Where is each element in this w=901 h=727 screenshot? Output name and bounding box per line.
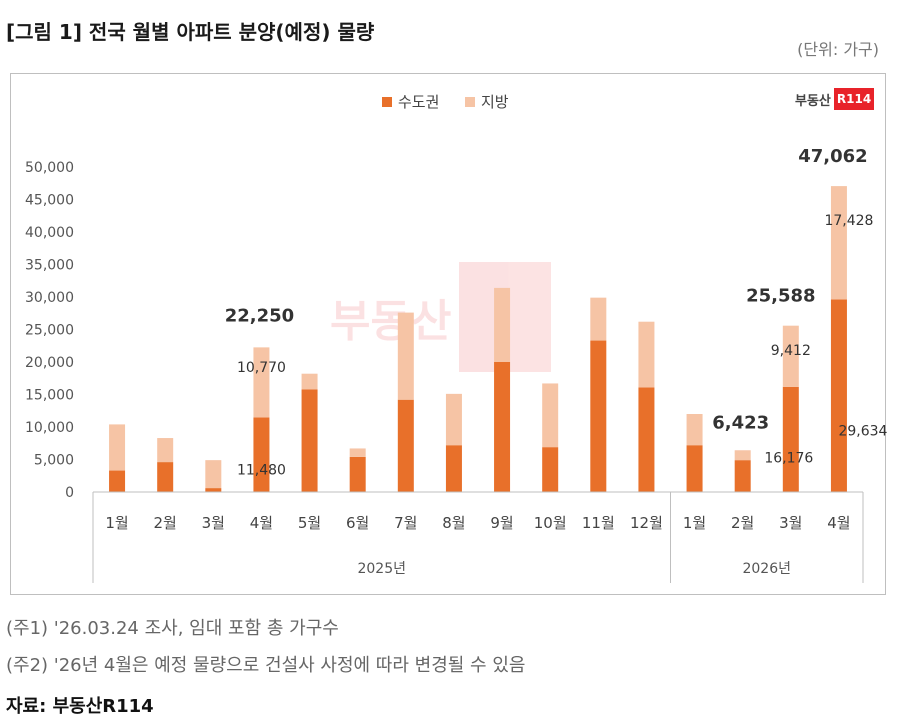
total-value-label: 25,588 [746, 286, 815, 307]
y-tick-label: 20,000 [25, 355, 74, 371]
y-tick-label: 50,000 [25, 160, 74, 176]
bar-capital-8 [494, 362, 511, 492]
total-value-label: 47,062 [798, 146, 867, 167]
footnote-1: (주1) '26.03.24 조사, 임대 포함 총 가구수 [6, 618, 339, 639]
segment-value-label: 29,634 [838, 423, 887, 439]
y-tick-label: 5,000 [34, 453, 74, 469]
legend-swatch-1 [465, 97, 475, 107]
chart-title: [그림 1] 전국 월별 아파트 분양(예정) 물량 [6, 20, 375, 44]
x-tick-label: 10월 [534, 514, 567, 532]
x-tick-label: 1월 [105, 514, 128, 532]
y-tick-label: 30,000 [25, 290, 74, 306]
group-label-0: 2025년 [357, 561, 406, 577]
bar-regional-11 [638, 321, 655, 388]
bar-capital-1 [157, 462, 174, 492]
y-tick-label: 0 [65, 485, 74, 501]
unit-label: (단위: 가구) [797, 40, 879, 59]
bar-regional-14 [782, 325, 799, 387]
total-value-label: 6,423 [712, 412, 769, 433]
bar-capital-13 [734, 460, 751, 492]
x-tick-label: 2월 [154, 514, 177, 532]
bar-capital-9 [542, 447, 559, 492]
bar-regional-9 [542, 383, 559, 448]
y-tick-label: 45,000 [25, 193, 74, 209]
x-tick-label: 4월 [827, 514, 850, 532]
bar-capital-15 [830, 299, 847, 492]
y-tick-label: 35,000 [25, 258, 74, 274]
x-tick-label: 2월 [731, 514, 754, 532]
bar-regional-10 [590, 297, 607, 341]
bar-regional-0 [109, 424, 126, 471]
bar-regional-15 [830, 186, 847, 300]
segment-value-label: 9,412 [771, 343, 811, 359]
bar-regional-5 [349, 448, 366, 457]
bar-regional-3 [253, 347, 270, 418]
segment-value-label: 11,480 [237, 463, 286, 479]
segment-value-label: 17,428 [824, 213, 873, 229]
bar-capital-10 [590, 340, 607, 492]
x-tick-label: 8월 [442, 514, 465, 532]
y-tick-label: 15,000 [25, 388, 74, 404]
bar-capital-5 [349, 456, 366, 492]
x-tick-label: 3월 [779, 514, 802, 532]
bar-capital-14 [782, 386, 799, 492]
bar-capital-0 [109, 470, 126, 492]
x-tick-label: 3월 [202, 514, 225, 532]
bar-regional-4 [301, 373, 318, 390]
bar-regional-1 [157, 438, 174, 463]
x-tick-label: 1월 [683, 514, 706, 532]
y-tick-label: 40,000 [25, 225, 74, 241]
x-tick-label: 4월 [250, 514, 273, 532]
y-tick-label: 25,000 [25, 323, 74, 339]
chart-frame [10, 73, 886, 595]
x-tick-label: 5월 [298, 514, 321, 532]
bar-capital-7 [445, 445, 462, 492]
legend-label-0: 수도권 [398, 93, 439, 111]
brand-logo: 부동산 R114 [795, 88, 875, 110]
segment-value-label: 16,176 [764, 450, 813, 466]
x-tick-label: 12월 [630, 514, 663, 532]
bar-regional-13 [734, 450, 751, 461]
source-label: 자료: 부동산R114 [6, 696, 154, 717]
legend-swatch-0 [382, 97, 392, 107]
bar-regional-7 [445, 393, 462, 446]
bar-capital-2 [205, 488, 222, 492]
footnote-2: (주2) '26년 4월은 예정 물량으로 건설사 사정에 따라 변경될 수 있… [6, 655, 526, 676]
bar-regional-2 [205, 460, 222, 489]
group-label-1: 2026년 [742, 561, 791, 577]
segment-value-label: 10,770 [237, 360, 286, 376]
total-value-label: 22,250 [225, 305, 294, 326]
bar-regional-12 [686, 414, 703, 446]
x-tick-label: 6월 [346, 514, 369, 532]
brand-logo-box: R114 [833, 88, 875, 110]
bar-capital-11 [638, 387, 655, 492]
x-tick-label: 11월 [582, 514, 615, 532]
bar-capital-12 [686, 445, 703, 492]
y-tick-label: 10,000 [25, 420, 74, 436]
legend-label-1: 지방 [481, 93, 509, 111]
bar-regional-8 [494, 287, 511, 362]
brand-logo-text: 부동산 [795, 93, 831, 109]
x-tick-label: 9월 [490, 514, 513, 532]
bar-capital-3 [253, 417, 270, 492]
bar-capital-6 [397, 399, 414, 492]
bar-capital-4 [301, 389, 318, 492]
x-tick-label: 7월 [394, 514, 417, 532]
bar-regional-6 [397, 312, 414, 400]
